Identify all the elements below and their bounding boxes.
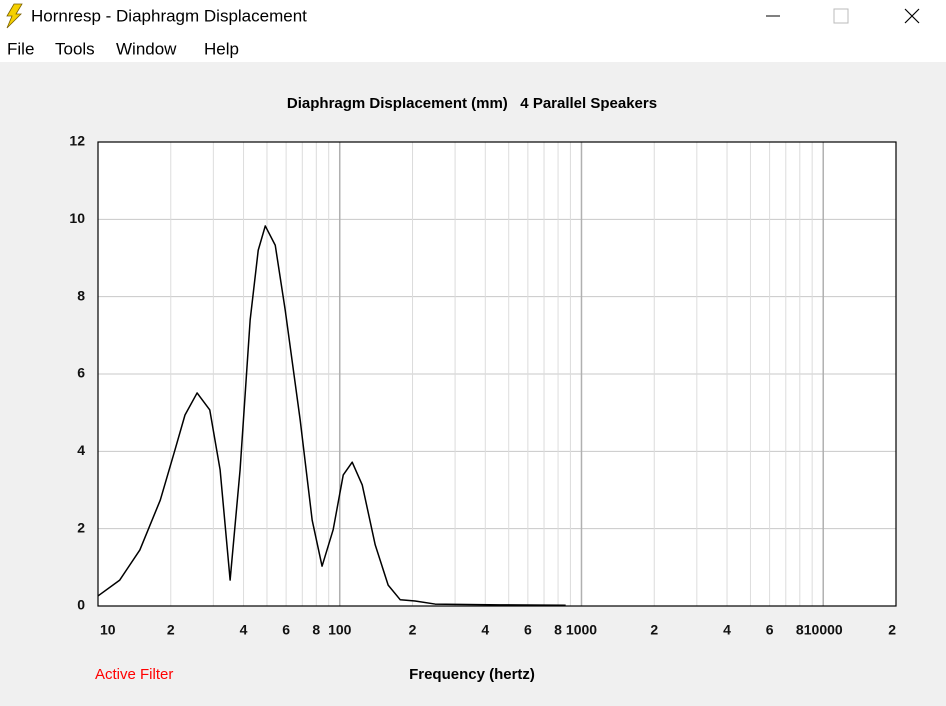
plot-border (97, 141, 897, 607)
active-filter-annotation[interactable]: Active Filter (95, 666, 173, 683)
window-title: Hornresp - Diaphragm Displacement (31, 6, 307, 25)
title-menu-bg (0, 0, 946, 62)
menu-item[interactable]: Help (204, 39, 239, 58)
x-axis-label: Frequency (hertz) (409, 666, 535, 683)
x-tick-label: 4 (723, 622, 731, 638)
x-tick-label: 10 (100, 622, 116, 638)
y-tick-label: 4 (77, 442, 85, 458)
x-tick-label: 10000 (804, 622, 843, 638)
x-tick-label: 4 (240, 622, 248, 638)
x-tick-label: 2 (650, 622, 658, 638)
menu-item[interactable]: Tools (55, 39, 95, 58)
x-tick-label: 2 (409, 622, 417, 638)
y-tick-label: 6 (77, 365, 85, 381)
data-line (97, 225, 566, 606)
chart-title: Diaphragm Displacement (mm) 4 Parallel S… (287, 95, 657, 112)
y-tick-label: 8 (77, 287, 85, 303)
x-tick-label: 8 (796, 622, 804, 638)
app-icon (6, 3, 23, 29)
y-tick-label: 12 (69, 133, 85, 149)
x-tick-label: 2 (167, 622, 175, 638)
x-tick-label: 6 (282, 622, 290, 638)
y-tick-label: 2 (77, 519, 85, 535)
x-tick-label: 4 (481, 622, 489, 638)
x-tick-label: 6 (524, 622, 532, 638)
y-tick-label: 0 (77, 597, 85, 613)
x-tick-label: 6 (766, 622, 774, 638)
menu-item[interactable]: Window (116, 39, 177, 58)
y-tick-label: 10 (69, 210, 85, 226)
x-tick-label: 8 (312, 622, 320, 638)
x-tick-label: 2 (888, 622, 896, 638)
x-tick-label: 100 (328, 622, 352, 638)
close-button[interactable] (904, 8, 920, 24)
x-tick-label: 1000 (566, 622, 597, 638)
maximize-button[interactable] (833, 8, 849, 24)
x-tick-label: 8 (554, 622, 562, 638)
menu-item[interactable]: File (7, 39, 34, 58)
